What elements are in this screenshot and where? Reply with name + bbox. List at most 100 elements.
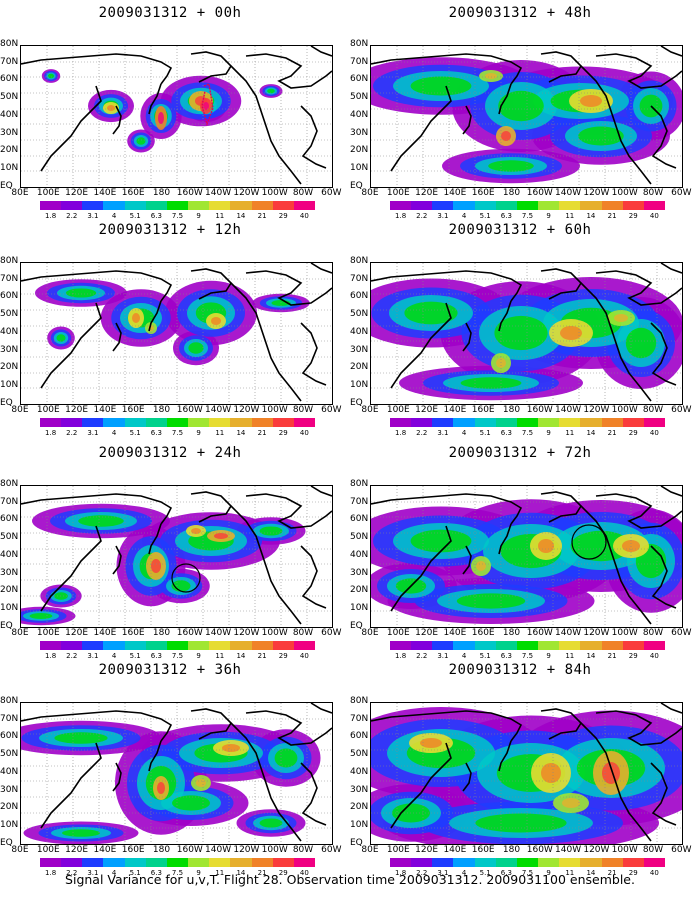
coastline	[310, 46, 332, 57]
variance-contour-blob	[562, 798, 580, 808]
colorbar-tick-label: 5.1	[479, 652, 491, 660]
latitude-tick-label: 70N	[350, 496, 369, 507]
coastline	[148, 83, 162, 115]
longitude-tick-label: 120E	[65, 188, 89, 198]
variance-contour-blob	[107, 105, 115, 111]
longitude-tick-label: 140E	[93, 405, 117, 415]
coastline	[245, 710, 332, 746]
colorbar-tick-label: 2.2	[66, 429, 78, 437]
colorbar-tick-label: 29	[628, 869, 638, 877]
longitude-tick-label: 80W	[642, 628, 664, 638]
latitude-tick-label: 80N	[0, 696, 19, 706]
colorbar-tick-label: 21	[607, 212, 617, 220]
longitude-axis: 80E 100E 120E 140E 160E 180 160W 140W 120W 100W 80…	[360, 405, 692, 416]
colorbar-swatch	[453, 858, 475, 867]
colorbar-tick-label: 9	[196, 652, 201, 660]
colorbar-tick-label: 4	[461, 652, 467, 660]
colorbar-swatch	[188, 641, 210, 650]
colorbar-swatch	[124, 201, 146, 210]
colorbar-swatch	[474, 858, 496, 867]
latitude-tick-label: 20N	[350, 802, 369, 813]
longitude-tick-label: 120W	[233, 845, 260, 855]
coastline	[300, 545, 327, 609]
variance-contour-blob	[29, 612, 53, 620]
colorbar-swatch	[453, 641, 475, 650]
colorbar-swatch	[272, 641, 294, 650]
latitude-tick-label: 80N	[0, 39, 19, 49]
variance-contour-blob	[496, 358, 506, 368]
colorbar-swatch	[103, 201, 125, 210]
variance-contour-blob	[560, 326, 582, 340]
colorbar-swatch	[124, 641, 146, 650]
colorbar-swatch	[559, 201, 581, 210]
latitude-axis: 80N 70N 60N 50N 40N 30N 20N 10N EQ	[350, 480, 370, 632]
colorbar-swatch	[495, 201, 517, 210]
variance-contour-blob	[157, 782, 165, 794]
colorbar-tick-label: 7.5	[171, 212, 184, 220]
latitude-axis: 80N 70N 60N 50N 40N 30N 20N 10N EQ	[0, 257, 20, 409]
colorbar-tick-label: 11	[565, 429, 575, 437]
colorbar-tick-label: 9	[196, 212, 201, 220]
longitude-tick-label: 140E	[93, 845, 117, 855]
coastline	[371, 53, 523, 85]
coastline	[595, 710, 682, 746]
colorbar-swatch	[209, 418, 231, 427]
colorbar-swatch	[643, 201, 666, 210]
longitude-tick-label: 140W	[555, 845, 582, 855]
colorbar-tick-label: 4	[111, 429, 117, 437]
coastline	[595, 493, 682, 529]
coastline	[595, 270, 682, 306]
variance-field	[371, 486, 682, 627]
colorbar-swatch	[145, 418, 167, 427]
variance-contour-blob	[151, 559, 161, 573]
longitude-tick-label: 160W	[526, 628, 553, 638]
latitude-tick-label: 60N	[350, 731, 369, 742]
colorbar-tick-label: 7.5	[171, 869, 184, 877]
longitude-tick-label: 80W	[642, 188, 664, 198]
longitude-tick-label: 60W	[671, 405, 692, 415]
colorbar: 1.8 2.2 3.1 4 5.1 6.3 7.5 9 11 14 21 29 40	[40, 418, 316, 440]
map-panel: 2009031312 + 72h 80N 70N 60N 50N 40N 30N 20N 10N…	[350, 445, 691, 670]
colorbar-swatch	[390, 201, 412, 210]
colorbar-tick-label: 14	[236, 212, 246, 220]
longitude-tick-label: 120W	[233, 628, 260, 638]
colorbar-tick-label: 4	[111, 869, 117, 877]
colorbar-swatch	[601, 858, 623, 867]
colorbar-swatch	[293, 418, 316, 427]
longitude-tick-label: 120E	[415, 845, 439, 855]
longitude-tick-label: 140W	[205, 188, 232, 198]
colorbar-tick-label: 3.1	[87, 212, 99, 220]
variance-contour-blob	[47, 73, 55, 79]
colorbar-tick-label: 40	[299, 212, 309, 220]
colorbar-tick-label: 6.3	[150, 652, 162, 660]
longitude-tick-label: 80W	[292, 405, 314, 415]
colorbar-swatch	[559, 641, 581, 650]
latitude-tick-label: 80N	[350, 479, 369, 489]
variance-contour-blob	[274, 748, 298, 768]
variance-field	[21, 46, 332, 187]
panel-title: 2009031312 + 72h	[448, 445, 592, 461]
colorbar-tick-label: 40	[649, 429, 659, 437]
latitude-tick-label: 10N	[0, 819, 19, 830]
colorbar-swatch	[432, 858, 454, 867]
coastline	[390, 85, 452, 172]
colorbar-swatch	[82, 201, 104, 210]
longitude-tick-label: 80E	[11, 188, 29, 198]
variance-field	[21, 486, 332, 627]
colorbar-tick-label: 2.2	[66, 869, 78, 877]
variance-contour-blob	[538, 539, 554, 553]
colorbar-swatch	[390, 858, 412, 867]
longitude-axis: 80E 100E 120E 140E 160E 180 160W 140W 120W 100W 80…	[360, 628, 691, 639]
variance-contour-blob	[136, 137, 146, 145]
colorbar-tick-label: 1.8	[395, 212, 407, 220]
coastline	[148, 740, 162, 772]
colorbar-tick-label: 2.2	[416, 429, 428, 437]
latitude-tick-label: 70N	[0, 56, 19, 67]
colorbar-swatch	[251, 201, 273, 210]
coastline	[371, 710, 523, 742]
longitude-tick-label: 100W	[261, 845, 288, 855]
colorbar-swatch	[601, 641, 623, 650]
colorbar-swatch	[188, 201, 210, 210]
longitude-tick-label: 140W	[205, 845, 232, 855]
colorbar-swatch	[622, 201, 644, 210]
